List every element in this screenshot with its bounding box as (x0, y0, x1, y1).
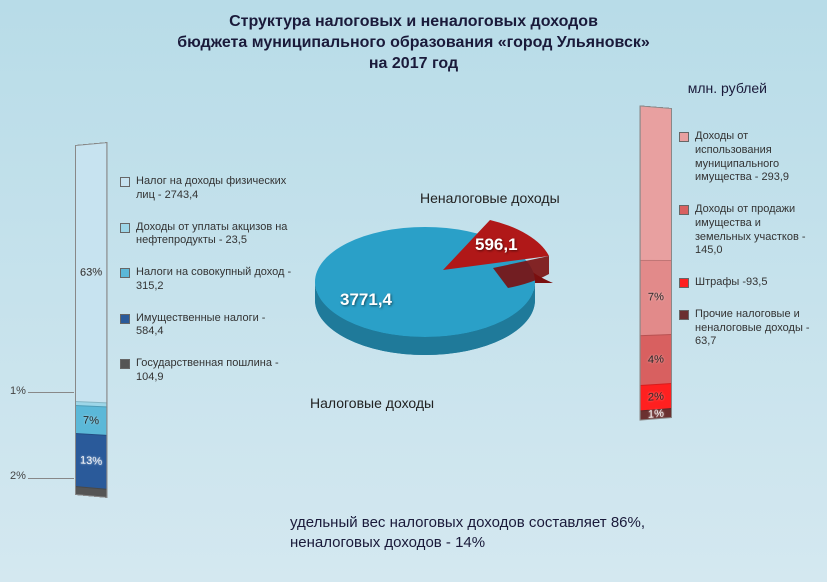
left-legend-item: Налоги на совокупный доход - 315,2 (120, 266, 295, 294)
legend-swatch (679, 278, 689, 288)
legend-swatch (120, 223, 130, 233)
left-bar-leader-2 (28, 478, 74, 479)
legend-swatch (120, 177, 130, 187)
legend-text: Штрафы -93,5 (695, 276, 767, 290)
left-bar-seg (76, 486, 106, 497)
legend-text: Прочие налоговые и неналоговые доходы - … (695, 308, 819, 349)
legend-text: Государственная пошлина - 104,9 (136, 357, 295, 385)
title-line-2: бюджета муниципального образования «горо… (0, 33, 827, 54)
left-legend-item: Имущественные налоги - 584,4 (120, 312, 295, 340)
footer-text: удельный вес налоговых доходов составляе… (290, 513, 645, 552)
right-stacked-bar: 7%4%2%1% (640, 105, 672, 420)
right-legend-item: Прочие налоговые и неналоговые доходы - … (679, 308, 819, 349)
legend-text: Доходы от продажи имущества и земельных … (695, 203, 819, 258)
right-legend-item: Доходы от использования муниципального и… (679, 130, 819, 185)
left-bar-ext-2pct: 2% (10, 470, 26, 482)
legend-swatch (120, 268, 130, 278)
legend-swatch (120, 359, 130, 369)
legend-text: Доходы от уплаты акцизов на нефтепродукт… (136, 221, 295, 249)
left-legend: Налог на доходы физических лиц - 2743,4 Д… (120, 175, 295, 403)
left-stacked-bar: 63%7%13% (75, 142, 107, 498)
left-bar-ext-1pct: 1% (10, 385, 26, 397)
title-line-1: Структура налоговых и неналоговых доходо… (0, 12, 827, 33)
right-bar-seg: 1% (641, 408, 671, 420)
left-bar-seg: 63% (76, 143, 106, 402)
right-legend-item: Штрафы -93,5 (679, 276, 819, 290)
right-bar-seg (641, 106, 671, 259)
legend-text: Налоги на совокупный доход - 315,2 (136, 266, 295, 294)
right-bar-seg: 4% (641, 334, 671, 385)
pie-value-tax: 3771,4 (340, 290, 392, 310)
chart-title: Структура налоговых и неналоговых доходо… (0, 0, 827, 74)
footer-line-1: удельный вес налоговых доходов составляе… (290, 513, 645, 533)
footer-line-2: неналоговых доходов - 14% (290, 533, 645, 553)
right-legend: Доходы от использования муниципального и… (679, 130, 819, 367)
legend-swatch (120, 314, 130, 324)
left-bar-seg: 7% (76, 405, 106, 435)
legend-swatch (679, 205, 689, 215)
pie-label-tax: Налоговые доходы (310, 395, 434, 411)
legend-text: Доходы от использования муниципального и… (695, 130, 819, 185)
right-bar-seg: 2% (641, 383, 671, 410)
pie-value-nontax: 596,1 (475, 235, 518, 255)
right-legend-item: Доходы от продажи имущества и земельных … (679, 203, 819, 258)
left-legend-item: Доходы от уплаты акцизов на нефтепродукт… (120, 221, 295, 249)
legend-swatch (679, 132, 689, 142)
legend-text: Имущественные налоги - 584,4 (136, 312, 295, 340)
legend-swatch (679, 310, 689, 320)
left-bar-seg: 13% (76, 433, 106, 488)
unit-label: млн. рублей (688, 80, 767, 96)
left-bar-leader-1 (28, 392, 74, 393)
left-legend-item: Государственная пошлина - 104,9 (120, 357, 295, 385)
legend-text: Налог на доходы физических лиц - 2743,4 (136, 175, 295, 203)
left-legend-item: Налог на доходы физических лиц - 2743,4 (120, 175, 295, 203)
title-line-3: на 2017 год (0, 54, 827, 75)
right-bar-seg: 7% (641, 260, 671, 335)
